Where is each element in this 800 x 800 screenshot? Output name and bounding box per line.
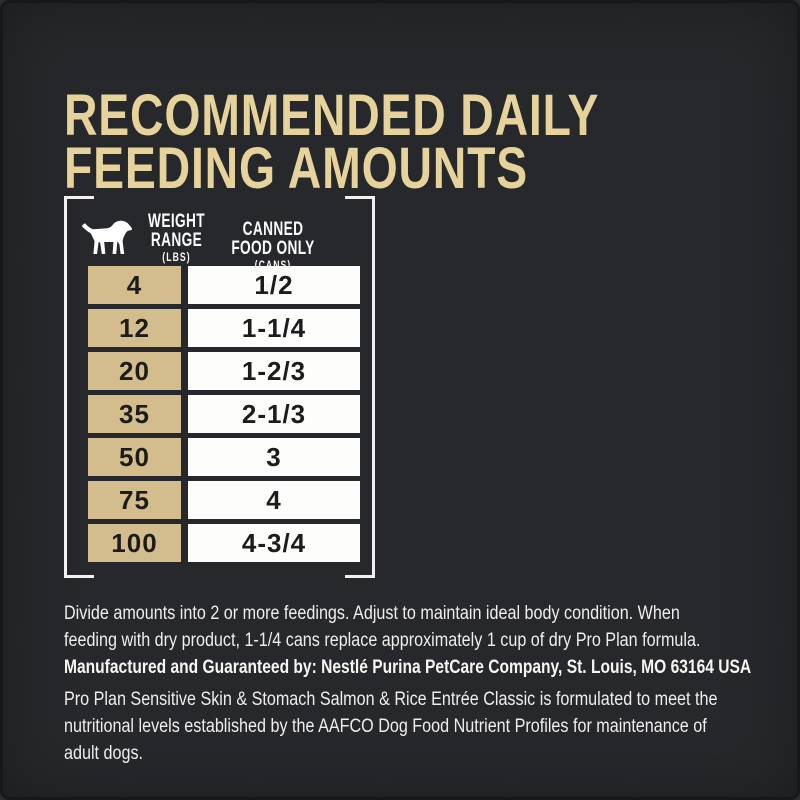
cans-cell: 2-1/3	[188, 395, 360, 433]
dog-icon	[82, 220, 132, 254]
weight-cell: 75	[88, 481, 181, 519]
frame-corner-top-right	[345, 196, 375, 199]
cell-gap	[181, 395, 188, 433]
aafco-statement-line2: nutritional levels established by the AA…	[64, 716, 707, 737]
table-row: 75 4	[88, 481, 372, 519]
table-header: WEIGHT RANGE (LBS) CANNED FOOD ONLY (CAN…	[67, 196, 372, 272]
cell-gap	[181, 524, 188, 562]
page-title-line1: RECOMMENDED DAILY	[64, 82, 600, 148]
aafco-statement-line1: Pro Plan Sensitive Skin & Stomach Salmon…	[64, 689, 718, 710]
table-rows: 4 1/2 12 1-1/4 20 1-2/3 35 2-1/3 50	[88, 266, 372, 562]
weight-range-label: WEIGHT RANGE (LBS)	[148, 212, 205, 264]
table-row: 4 1/2	[88, 266, 372, 304]
page-title: RECOMMENDED DAILY FEEDING AMOUNTS	[64, 82, 600, 201]
cans-cell: 1/2	[188, 266, 360, 304]
weight-range-header: WEIGHT RANGE (LBS)	[81, 212, 216, 264]
canned-label-unit: (CANS)	[254, 258, 292, 272]
cell-gap	[181, 266, 188, 304]
feeding-instructions: Divide amounts into 2 or more feedings. …	[64, 600, 700, 654]
weight-cell: 35	[88, 395, 181, 433]
weight-label-unit: (LBS)	[162, 250, 191, 264]
cell-gap	[181, 352, 188, 390]
weight-cell: 50	[88, 438, 181, 476]
cell-gap	[181, 481, 188, 519]
aafco-statement-line3: adult dogs.	[64, 743, 144, 764]
cans-cell: 4	[188, 481, 360, 519]
canned-food-header: CANNED FOOD ONLY (CANS)	[211, 220, 335, 272]
table-row: 100 4-3/4	[88, 524, 372, 562]
feeding-instructions-line1: Divide amounts into 2 or more feedings. …	[64, 603, 680, 624]
weight-cell: 12	[88, 309, 181, 347]
frame-corner-bottom-right	[345, 575, 375, 578]
feeding-instructions-line2: feeding with dry product, 1-1/4 cans rep…	[64, 630, 701, 651]
manufacturer-statement: Manufactured and Guaranteed by: Nestlé P…	[64, 654, 751, 681]
manufacturer-statement-text: Manufactured and Guaranteed by: Nestlé P…	[64, 657, 752, 678]
table-row: 50 3	[88, 438, 372, 476]
table-row: 35 2-1/3	[88, 395, 372, 433]
frame-corner-top-left	[64, 196, 94, 199]
weight-label-line1: WEIGHT	[148, 211, 205, 232]
table-row: 12 1-1/4	[88, 309, 372, 347]
weight-cell: 20	[88, 352, 181, 390]
aafco-statement: Pro Plan Sensitive Skin & Stomach Salmon…	[64, 686, 717, 767]
table-row: 20 1-2/3	[88, 352, 372, 390]
cans-cell: 3	[188, 438, 360, 476]
canned-label-line1: CANNED	[242, 219, 304, 240]
cans-cell: 4-3/4	[188, 524, 360, 562]
cans-cell: 1-2/3	[188, 352, 360, 390]
canned-label-line2: FOOD ONLY	[231, 238, 315, 259]
weight-cell: 100	[88, 524, 181, 562]
page-title-line2: FEEDING AMOUNTS	[64, 135, 528, 201]
weight-label-line2: RANGE	[150, 230, 203, 251]
cell-gap	[181, 309, 188, 347]
feeding-table: WEIGHT RANGE (LBS) CANNED FOOD ONLY (CAN…	[64, 196, 375, 578]
cans-cell: 1-1/4	[188, 309, 360, 347]
cell-gap	[181, 438, 188, 476]
weight-cell: 4	[88, 266, 181, 304]
frame-corner-bottom-left	[64, 575, 94, 578]
